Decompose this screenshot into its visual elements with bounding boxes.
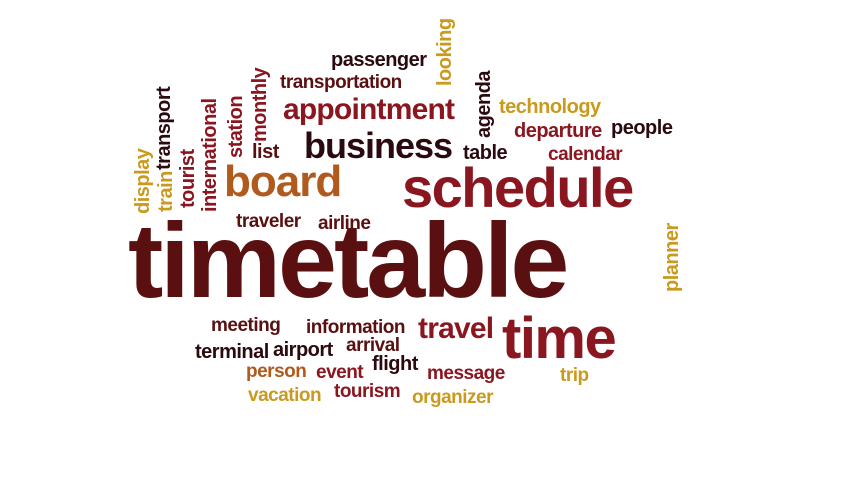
word-organizer: organizer [412,387,494,408]
word-information: information [306,317,406,338]
word-travel: travel [418,312,494,345]
word-international: international [199,98,221,212]
word-appointment: appointment [283,93,455,126]
word-flight: flight [372,353,418,375]
word-time: time [502,306,617,371]
word-person: person [246,361,307,382]
word-agenda: agenda [473,70,495,138]
word-planner: planner [661,223,683,292]
word-transportation: transportation [280,72,402,93]
word-message: message [427,363,505,384]
word-vacation: vacation [248,385,322,406]
word-schedule: schedule [402,156,634,219]
word-table: table [463,142,508,164]
word-list: list [252,141,279,163]
word-people: people [611,117,673,139]
word-event: event [316,362,364,383]
word-arrival: arrival [346,335,400,356]
word-traveler: traveler [236,211,301,232]
word-airport: airport [273,339,333,361]
word-station: station [225,95,247,158]
word-looking: looking [434,18,456,86]
word-calendar: calendar [548,144,623,165]
word-train: train [155,171,177,212]
word-board: board [224,157,342,206]
word-monthly: monthly [249,67,271,142]
word-airline: airline [318,213,371,234]
word-meeting: meeting [211,315,281,336]
word-tourist: tourist [177,149,199,208]
word-display: display [132,148,154,214]
word-technology: technology [499,96,601,118]
word-business: business [304,125,453,166]
word-trip: trip [560,365,589,386]
word-departure: departure [514,120,602,142]
word-tourism: tourism [334,381,401,402]
word-transport: transport [153,86,175,170]
word-passenger: passenger [331,49,427,71]
word-timetable: timetable [128,202,569,320]
word-terminal: terminal [195,341,269,363]
